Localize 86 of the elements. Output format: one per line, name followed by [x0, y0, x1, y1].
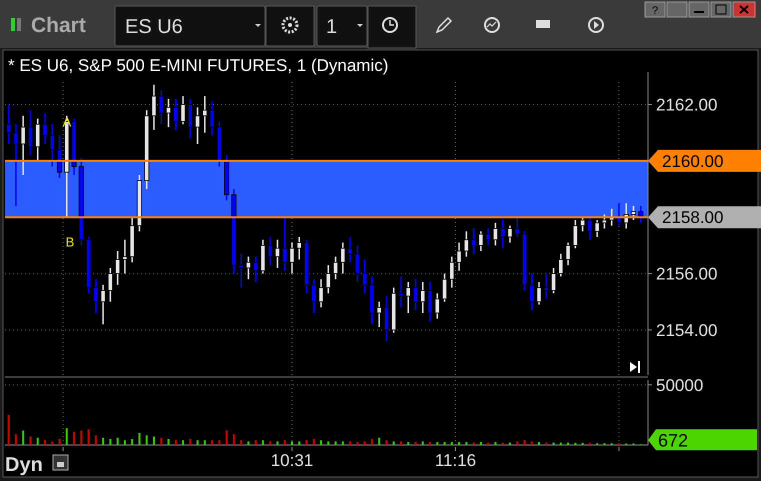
candlestick	[398, 276, 404, 308]
candlestick	[354, 244, 360, 283]
chart-title: * ES U6, S&P 500 E-MINI FUTURES, 1 (Dynamic)	[8, 56, 388, 75]
candlestick	[202, 95, 208, 134]
y-tick-label: 672	[658, 430, 688, 450]
candlestick	[188, 98, 193, 140]
y-tick-label: 2162.00	[656, 95, 718, 114]
candlestick	[100, 284, 106, 326]
candlestick	[115, 250, 120, 286]
candlestick	[572, 219, 578, 249]
candlestick	[427, 281, 433, 322]
candlestick	[348, 236, 353, 264]
text: Chart	[31, 14, 86, 37]
candlestick	[587, 216, 592, 241]
candlestick	[318, 278, 324, 308]
candlestick	[108, 267, 113, 302]
candlestick	[35, 118, 40, 162]
candlestick	[158, 90, 164, 126]
candlestick	[486, 228, 491, 246]
candlestick	[274, 239, 280, 269]
candlestick	[464, 230, 469, 258]
candlestick	[151, 84, 157, 131]
candlestick	[253, 256, 258, 283]
candlestick	[362, 258, 368, 294]
candlestick	[449, 256, 454, 288]
help-icon: ?	[644, 2, 666, 18]
candlestick	[311, 278, 316, 314]
candlestick	[500, 219, 506, 249]
candlestick	[340, 242, 346, 274]
y-tick-label: 50000	[656, 376, 704, 395]
candlestick	[594, 219, 600, 238]
candlestick	[492, 222, 498, 246]
candlestick	[514, 216, 520, 238]
text: 1	[326, 16, 338, 38]
ref-line-label: 2160.00	[662, 152, 724, 171]
candlestick	[536, 281, 542, 306]
candlestick	[434, 292, 440, 320]
candlestick	[194, 106, 200, 145]
candlestick	[456, 242, 462, 272]
candlestick	[478, 230, 484, 252]
candlestick	[289, 242, 295, 274]
candlestick	[333, 256, 338, 280]
candlestick	[42, 112, 48, 145]
candlestick	[544, 272, 549, 300]
candlestick	[93, 278, 98, 314]
candlestick	[406, 281, 411, 314]
candlestick	[282, 216, 288, 272]
candlestick	[28, 109, 34, 156]
candlestick	[507, 224, 513, 244]
candlestick	[56, 134, 62, 179]
candlestick	[13, 124, 18, 207]
candlestick	[376, 301, 382, 328]
candlestick	[326, 264, 331, 294]
candlestick	[6, 104, 12, 145]
candlestick	[122, 239, 128, 274]
candlestick	[180, 95, 186, 126]
candlestick	[166, 98, 172, 128]
annotation: A	[62, 114, 72, 130]
candlestick	[442, 272, 448, 302]
annotation: B	[66, 234, 74, 250]
candlestick	[602, 214, 607, 230]
ref-line-label: 2158.00	[662, 208, 724, 228]
candlestick	[173, 98, 178, 131]
candlestick	[630, 205, 636, 221]
candlestick	[50, 124, 55, 168]
candlestick	[565, 242, 571, 266]
candlestick	[471, 228, 476, 255]
text: Dyn	[5, 454, 43, 476]
candlestick	[420, 281, 426, 314]
candlestick	[550, 267, 556, 294]
text: ES U6	[125, 16, 183, 38]
candlestick	[580, 216, 586, 232]
candlestick	[296, 236, 302, 260]
x-tick-label: 11:16	[434, 451, 476, 470]
candlestick	[558, 253, 564, 278]
candlestick	[209, 100, 215, 136]
x-tick-label: 10:31	[270, 451, 314, 470]
candlestick	[529, 272, 534, 311]
candlestick	[238, 253, 244, 288]
y-tick-label: 2154.00	[656, 320, 718, 340]
candlestick	[20, 115, 26, 176]
y-tick-label: 2156.00	[656, 264, 718, 284]
candlestick	[412, 278, 418, 311]
candlestick	[268, 236, 273, 266]
candlestick	[384, 295, 390, 342]
candlestick	[246, 256, 251, 280]
